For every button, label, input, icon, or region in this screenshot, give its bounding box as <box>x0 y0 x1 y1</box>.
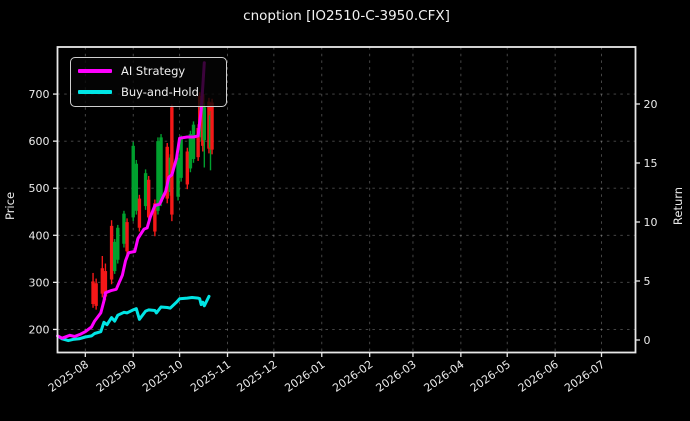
buy-and-hold-line <box>56 294 211 343</box>
right-tick-label: 20 <box>644 98 658 111</box>
right-tick-label: 0 <box>644 334 651 347</box>
candle-body-down <box>100 268 105 294</box>
candle-body-down <box>137 198 142 228</box>
candle-body-up <box>176 157 180 197</box>
chart-title: cnoption [IO2510-C-3950.CFX] <box>243 8 450 24</box>
x-tick-label: 2026-06 <box>516 358 561 395</box>
left-tick-label: 400 <box>29 229 50 242</box>
legend-label-buy-and-hold: Buy-and-Hold <box>121 85 199 99</box>
x-tick-label: 2025-08 <box>46 358 91 395</box>
x-tick-label: 2026-02 <box>330 358 375 395</box>
ai-strategy-line <box>56 61 206 340</box>
legend-label-ai-strategy: AI Strategy <box>121 64 186 78</box>
legend-item-buy-and-hold: Buy-and-Hold <box>78 85 217 99</box>
candle-body-down <box>94 283 98 306</box>
candle-body-up <box>188 134 193 169</box>
candle-body-up <box>116 227 120 260</box>
candle-body-up <box>131 145 135 218</box>
x-tick-label: 2025-10 <box>140 358 185 395</box>
left-tick-label: 700 <box>29 88 50 101</box>
axes-spines <box>56 46 637 354</box>
candle-body-up <box>134 163 139 211</box>
candle-body-down <box>125 222 129 252</box>
candle-body-down <box>210 102 214 150</box>
candle-body-down <box>196 127 200 158</box>
right-tick-label: 15 <box>644 157 658 170</box>
left-tick-label: 600 <box>29 135 50 148</box>
candle-body-down <box>185 151 190 185</box>
right-tick-label: 10 <box>644 216 658 229</box>
left-tick-label: 500 <box>29 182 50 195</box>
x-tick-label: 2026-07 <box>562 358 607 395</box>
x-tick-label: 2026-01 <box>282 358 327 395</box>
candle-body-up <box>191 124 196 160</box>
candle-body-down <box>165 146 169 199</box>
buy-and-hold-line-swatch <box>78 90 112 94</box>
left-tick-label: 300 <box>29 276 50 289</box>
candle-body-down <box>170 107 174 215</box>
candle-body-down <box>146 179 151 218</box>
ai-strategy-line-swatch <box>78 69 112 73</box>
legend-item-ai-strategy: AI Strategy <box>78 64 217 78</box>
right-tick-label: 5 <box>644 275 651 288</box>
candle-body-down <box>109 225 114 280</box>
candle-body-up <box>156 141 160 211</box>
candle-body-up <box>122 213 126 244</box>
candle-body-up <box>159 137 163 203</box>
candle-body-up <box>202 107 207 141</box>
candle-body-down <box>103 271 108 297</box>
legend: AI Strategy Buy-and-Hold <box>70 57 227 107</box>
x-tick-label: 2025-09 <box>94 358 139 395</box>
x-tick-label: 2025-12 <box>234 358 279 395</box>
candle-body-up <box>179 138 183 178</box>
x-tick-label: 2025-11 <box>188 358 233 395</box>
x-tick-label: 2026-04 <box>421 358 466 395</box>
left-tick-label: 200 <box>29 323 50 336</box>
x-tick-label: 2026-03 <box>374 358 419 395</box>
candle-body-up <box>143 173 148 207</box>
x-tick-label: 2026-05 <box>468 358 513 395</box>
candle-body-down <box>91 281 95 305</box>
candle-body-up <box>112 241 117 272</box>
candle-body-down <box>153 203 157 232</box>
